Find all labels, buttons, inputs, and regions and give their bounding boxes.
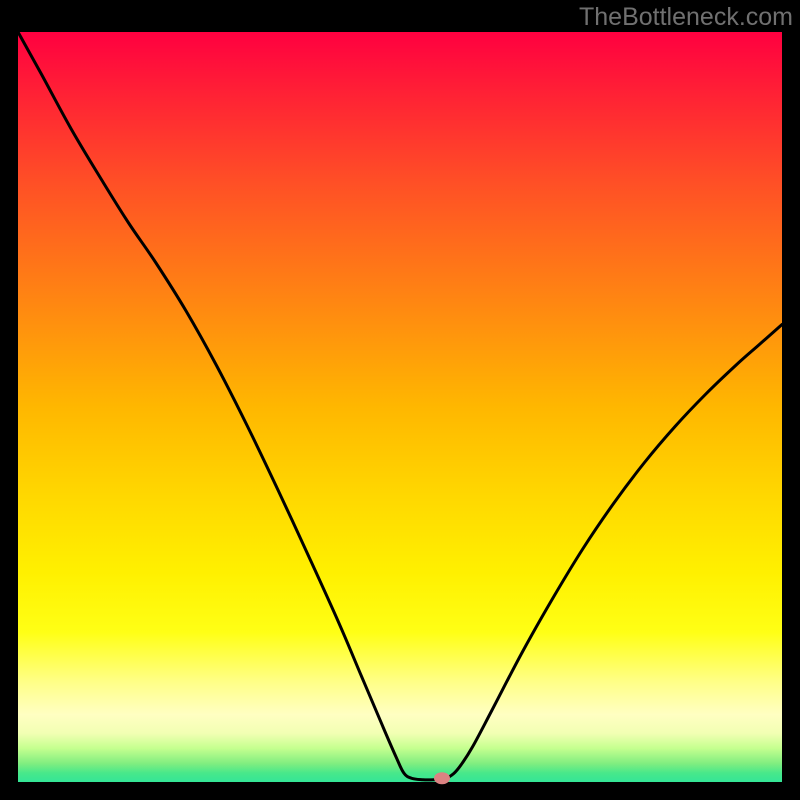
plot-gradient bbox=[18, 32, 782, 782]
watermark-text: TheBottleneck.com bbox=[579, 3, 793, 31]
bottleneck-chart: TheBottleneck.com bbox=[0, 0, 800, 800]
sweet-spot-marker bbox=[434, 772, 450, 784]
